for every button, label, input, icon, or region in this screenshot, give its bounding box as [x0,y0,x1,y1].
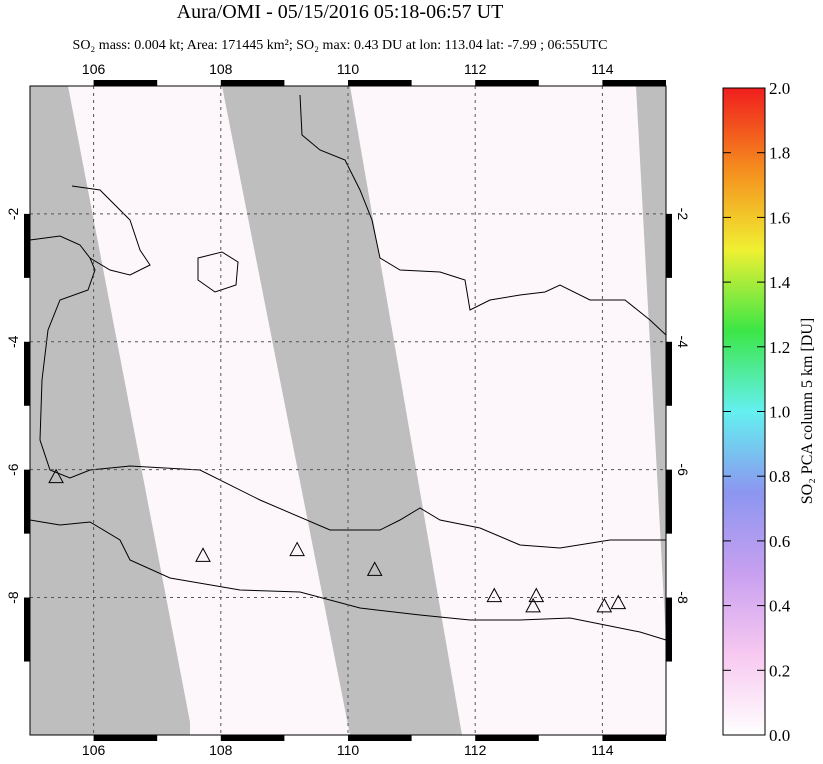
x-tick-bar [220,80,285,86]
x-tick-label: 106 [82,61,106,77]
x-tick-label: 108 [209,61,233,77]
y-tick-bar [666,341,672,406]
no-data-swath [636,86,666,735]
volcano [486,587,503,603]
volcano [195,547,211,562]
colorbar-label: SO₂ PCA column 5 km [DU] [799,318,816,504]
x-tick-label: 114 [591,742,614,758]
x-tick-label: 110 [337,742,360,758]
y-tick-bar [666,597,672,662]
y-tick-bar [666,213,672,278]
y-tick-label: -8 [675,591,691,604]
x-tick-bar [93,735,158,741]
colorbar-tick-label: 1.2 [769,338,790,357]
colorbar-tick-label: 1.8 [769,144,790,163]
colorbar-tick-label: 1.0 [769,403,790,422]
colorbar-tick-label: 0.4 [769,597,791,616]
volcano [596,597,613,613]
y-tick-bar [24,341,30,406]
x-tick-bar [93,80,158,86]
coastline [29,519,667,641]
x-tick-label: 106 [82,742,106,758]
colorbar-tick-label: 1.4 [769,273,791,292]
x-tick-label: 112 [464,61,487,77]
colorbar-tick-label: 0.8 [769,467,790,486]
x-tick-label: 112 [464,742,487,758]
x-tick-bar [602,80,666,86]
x-tick-bar [220,735,285,741]
volcano [289,541,305,557]
volcano [528,587,545,603]
y-tick-label: -2 [675,208,691,221]
coastline [71,185,151,276]
coastline [29,235,666,549]
y-tick-label: -6 [675,463,691,476]
y-tick-label: -4 [675,336,691,349]
no-data-swath [30,86,190,735]
colorbar-tick-label: 1.6 [769,208,790,227]
volcano [366,561,383,576]
x-tick-label: 110 [337,61,360,77]
volcano-markers [48,468,627,613]
colorbar-tick-label: 0.6 [769,532,790,551]
y-tick-bar [24,213,30,278]
x-tick-bar [348,80,412,86]
y-tick-label: -4 [5,335,21,348]
x-tick-label: 108 [209,742,233,758]
y-tick-bar [24,597,30,662]
volcano [525,597,541,613]
no-data-swath [222,86,462,735]
volcano [48,468,64,484]
colorbar-tick-label: 2.0 [769,79,790,98]
colorbar-tick-label: 0.2 [769,661,790,680]
grid: 106 106 108 108 110 110 112 112 114 114 -2 -2 -4 -4 -6… [5,61,691,758]
subtitle: SO₂ mass: 0.004 kt; Area: 171445 km²; SO… [73,38,608,53]
y-tick-label: -2 [5,207,21,220]
colorbar-tick-label: 0.0 [769,726,790,745]
volcano [610,594,627,610]
y-tick-bar [666,469,672,534]
coastline [299,94,667,336]
y-tick-label: -6 [5,463,21,476]
title: Aura/OMI - 05/15/2016 05:18-06:57 UT [177,1,504,23]
x-tick-label: 114 [591,61,614,77]
x-tick-bar [348,735,412,741]
x-tick-bar [475,735,539,741]
island [197,251,239,293]
y-tick-bar [24,469,30,534]
map-frame [29,85,667,736]
y-tick-label: -8 [5,591,21,604]
colorbar: SO₂ PCA column 5 km [DU] 0.0 0.2 0.4 0.6 0.8… [722,79,816,745]
x-tick-bar [475,80,539,86]
x-tick-bar [602,735,666,741]
